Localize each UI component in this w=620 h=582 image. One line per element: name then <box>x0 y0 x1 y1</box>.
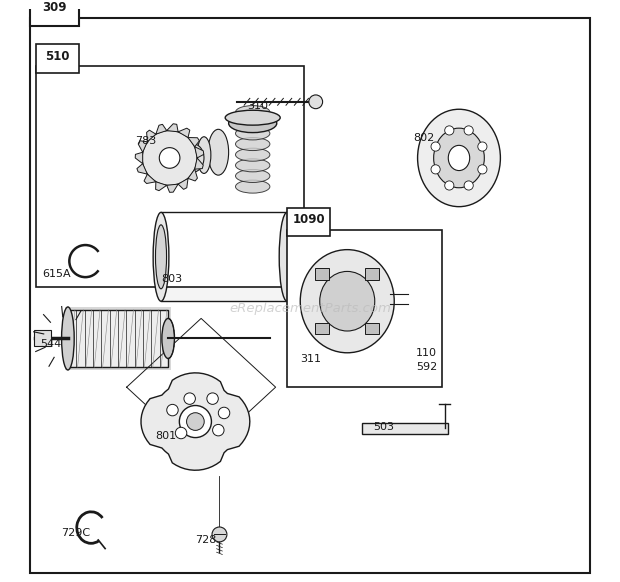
Ellipse shape <box>236 105 270 119</box>
Bar <box>365 323 379 334</box>
Ellipse shape <box>448 146 470 171</box>
Text: 309: 309 <box>42 1 67 14</box>
Ellipse shape <box>153 212 169 301</box>
Ellipse shape <box>236 127 270 140</box>
Polygon shape <box>188 137 200 147</box>
Text: 310: 310 <box>247 101 268 111</box>
Text: 615A: 615A <box>42 269 71 279</box>
Ellipse shape <box>208 129 229 175</box>
Polygon shape <box>138 141 148 152</box>
Bar <box>315 323 329 334</box>
Ellipse shape <box>236 148 270 161</box>
Polygon shape <box>156 182 167 191</box>
Text: 801: 801 <box>155 431 177 441</box>
Text: 783: 783 <box>135 136 156 146</box>
Circle shape <box>478 165 487 174</box>
Ellipse shape <box>61 307 74 370</box>
Circle shape <box>213 424 224 436</box>
Circle shape <box>212 527 227 542</box>
Text: 503: 503 <box>373 423 394 432</box>
Bar <box>65 307 171 370</box>
Ellipse shape <box>225 110 280 125</box>
Ellipse shape <box>320 271 374 331</box>
Bar <box>161 212 287 301</box>
Text: 544: 544 <box>41 339 62 349</box>
Circle shape <box>309 95 322 109</box>
Circle shape <box>179 406 211 438</box>
Text: 1090: 1090 <box>292 213 325 226</box>
Circle shape <box>478 142 487 151</box>
Polygon shape <box>178 128 190 137</box>
Circle shape <box>431 142 440 151</box>
Bar <box>287 208 330 236</box>
Bar <box>68 310 168 367</box>
Polygon shape <box>195 158 203 169</box>
Ellipse shape <box>236 116 270 129</box>
Text: 110: 110 <box>416 348 437 358</box>
Polygon shape <box>146 130 156 142</box>
Circle shape <box>184 393 195 404</box>
Circle shape <box>218 407 230 418</box>
Bar <box>36 66 304 287</box>
Polygon shape <box>167 184 178 192</box>
Bar <box>315 268 329 279</box>
Ellipse shape <box>279 212 295 301</box>
Ellipse shape <box>197 137 211 173</box>
Ellipse shape <box>418 109 500 207</box>
Bar <box>36 44 79 73</box>
Circle shape <box>187 413 204 430</box>
Text: eReplacementParts.com: eReplacementParts.com <box>229 302 391 315</box>
Ellipse shape <box>236 180 270 193</box>
Ellipse shape <box>236 137 270 151</box>
Bar <box>30 0 79 26</box>
Text: 728: 728 <box>195 535 217 545</box>
Ellipse shape <box>156 225 167 289</box>
Text: 803: 803 <box>161 275 182 285</box>
Ellipse shape <box>236 159 270 172</box>
Circle shape <box>159 148 180 168</box>
Text: 510: 510 <box>45 50 70 63</box>
Circle shape <box>207 393 218 404</box>
Polygon shape <box>144 174 156 183</box>
Polygon shape <box>141 373 250 470</box>
Text: 592: 592 <box>416 362 437 372</box>
Bar <box>365 268 379 279</box>
Circle shape <box>464 181 473 190</box>
Circle shape <box>142 130 197 186</box>
Bar <box>287 229 442 387</box>
Circle shape <box>431 165 440 174</box>
Circle shape <box>445 126 454 135</box>
Ellipse shape <box>181 144 204 172</box>
Ellipse shape <box>236 169 270 183</box>
Bar <box>361 423 448 434</box>
Ellipse shape <box>229 114 277 133</box>
Bar <box>34 331 51 346</box>
Ellipse shape <box>162 318 174 359</box>
Text: 729C: 729C <box>61 528 90 538</box>
Circle shape <box>445 181 454 190</box>
Polygon shape <box>167 124 178 132</box>
Polygon shape <box>195 147 204 158</box>
Ellipse shape <box>300 250 394 353</box>
Polygon shape <box>188 169 197 181</box>
Circle shape <box>167 404 178 416</box>
Text: 802: 802 <box>413 133 435 143</box>
Polygon shape <box>137 164 148 174</box>
Circle shape <box>175 427 187 439</box>
Polygon shape <box>135 152 143 164</box>
Polygon shape <box>178 179 188 189</box>
Polygon shape <box>156 125 167 134</box>
Ellipse shape <box>433 128 484 188</box>
Text: 311: 311 <box>300 353 321 364</box>
Ellipse shape <box>167 149 195 169</box>
Circle shape <box>464 126 473 135</box>
